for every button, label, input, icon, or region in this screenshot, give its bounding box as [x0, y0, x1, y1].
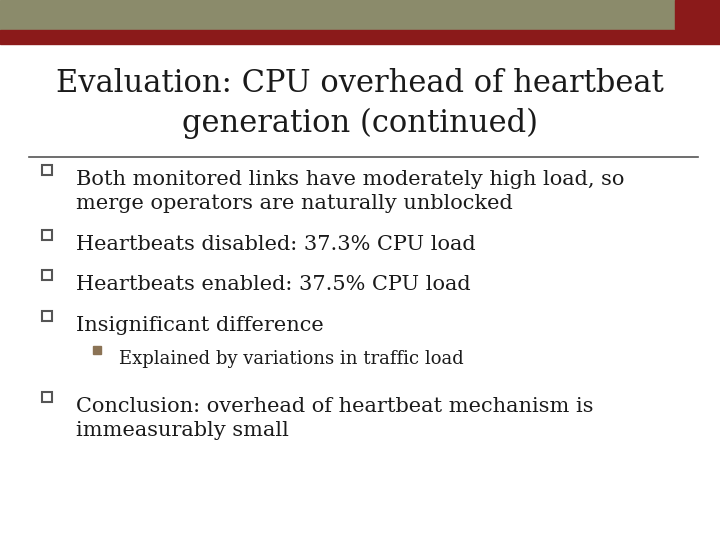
Bar	[0, 30, 720, 44]
Text: Heartbeats disabled: 37.3% CPU load: Heartbeats disabled: 37.3% CPU load	[76, 235, 475, 254]
Text: Insignificant difference: Insignificant difference	[76, 316, 323, 335]
Text: generation (continued): generation (continued)	[182, 108, 538, 139]
Text: Heartbeats enabled: 37.5% CPU load: Heartbeats enabled: 37.5% CPU load	[76, 275, 470, 294]
Text: Evaluation: CPU overhead of heartbeat: Evaluation: CPU overhead of heartbeat	[56, 68, 664, 98]
Text: Explained by variations in traffic load: Explained by variations in traffic load	[119, 350, 464, 368]
Text: Both monitored links have moderately high load, so
merge operators are naturally: Both monitored links have moderately hig…	[76, 170, 624, 213]
Text: Conclusion: overhead of heartbeat mechanism is
immeasurably small: Conclusion: overhead of heartbeat mechan…	[76, 397, 593, 440]
Bar	[675, 0, 720, 29]
Bar	[0, 0, 720, 30]
